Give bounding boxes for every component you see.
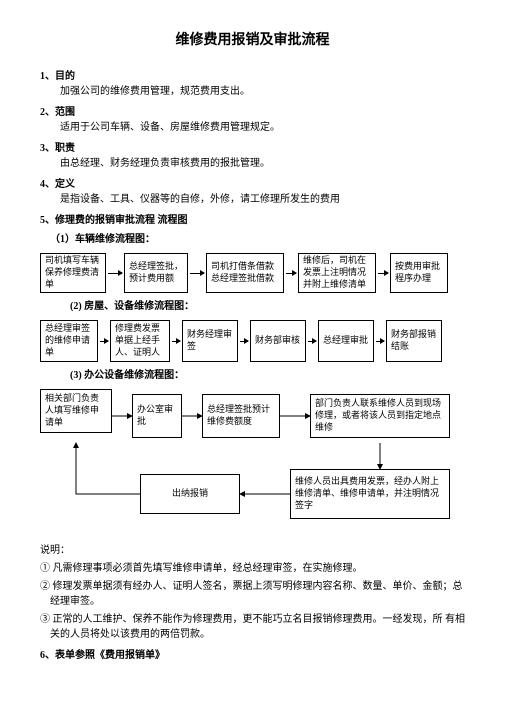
flow2-box1: 总经理审签的维修申请单 (40, 320, 98, 362)
sec2-head: 2、范围 (40, 105, 465, 120)
flow1-box2: 总经理签批，预计费用额 (124, 253, 188, 293)
arrow-icon (378, 273, 388, 274)
sec5-head: 5、修理费的报销审批流程 流程图 (40, 213, 465, 228)
flow3-box1: 相关部门负责人填写维修申请单 (40, 389, 112, 433)
arrow-icon (172, 341, 180, 342)
flow3-wrap: 相关部门负责人填写维修申请单 办公室审批 总经理签批预计维修费额度 部门负责人联… (40, 389, 465, 539)
flow2-row: 总经理审签的维修申请单 修理费发票单据上经手人、证明人 财务经理审签 财务部审核… (40, 320, 465, 362)
flow1-label: （1）车辆维修流程图： (50, 232, 465, 247)
note-1: ① 凡需修理事项必须首先填写维修申请单，经总经理审签，在实施修理。 (40, 561, 465, 576)
arrow-icon (376, 341, 384, 342)
arrow-icon (108, 273, 122, 274)
arrow-icon (190, 273, 204, 274)
arrow-icon (240, 341, 248, 342)
arrow-icon (100, 341, 108, 342)
sec1-body: 加强公司的维修费用管理，规范费用支出。 (60, 84, 465, 99)
flow3-box5: 出纳报销 (140, 474, 240, 514)
flow3-label: (3) 办公设备维修流程图： (70, 368, 465, 383)
notes-section: 说明： ① 凡需修理事项必须首先填写维修申请单，经总经理审签，在实施修理。 ② … (40, 543, 465, 642)
flow2-label: (2) 房屋、设备维修流程图： (70, 299, 465, 314)
arrow-icon (308, 341, 316, 342)
flow3-box3: 总经理签批预计维修费额度 (202, 394, 280, 438)
sec3-body: 由总经理、财务经理负责审核费用的报批管理。 (60, 156, 465, 171)
sec4-head: 4、定义 (40, 177, 465, 192)
flow2-box5: 总经理审批 (318, 320, 374, 362)
flow3-box2: 办公室审批 (132, 394, 182, 438)
notes-head: 说明： (40, 543, 465, 558)
flow3-box6: 维修人员出具费用发票，经办人附上维修清单、维修申请单，并注明情况签字 (290, 469, 450, 519)
arrow-icon (286, 273, 296, 274)
flow2-box2: 修理费发票单据上经手人、证明人 (110, 320, 170, 362)
sec4-body: 是指设备、工具、仪器等的自修，外修，请工修理所发生的费用 (60, 192, 465, 207)
sec3-head: 3、职责 (40, 141, 465, 156)
flow1-box3: 司机打借条借款总经理签批借款 (206, 253, 284, 293)
sec6-head: 6、表单参照《费用报销单》 (40, 648, 465, 663)
sec2-body: 适用于公司车辆、设备、房屋维修费用管理规定。 (60, 120, 465, 135)
page-title: 维修费用报销及审批流程 (40, 30, 465, 51)
flow1-box4: 维修后，司机在发票上注明情况并附上维修清单 (298, 253, 376, 293)
flow2-box6: 财务部报销结账 (386, 320, 442, 362)
flow1-box1: 司机填写车辆保养修理费清单 (40, 253, 106, 293)
flow1-row: 司机填写车辆保养修理费清单 总经理签批，预计费用额 司机打借条借款总经理签批借款… (40, 253, 465, 293)
flow1-box5: 按费用审批程序办理 (390, 253, 448, 293)
note-3: ③ 正常的人工维护、保养不能作为修理费用，更不能巧立名目报销修理费用。一经发现，… (40, 612, 465, 642)
sec1-head: 1、目的 (40, 69, 465, 84)
flow2-box3: 财务经理审签 (182, 320, 238, 362)
flow3-box4: 部门负责人联系维修人员到现场修理，或者将该人员到指定地点维修 (310, 394, 450, 438)
flow2-box4: 财务部审核 (250, 320, 306, 362)
note-2: ② 修理发票单据须有经办人、证明人签名，票据上须写明修理内容名称、数量、单价、金… (40, 579, 465, 609)
